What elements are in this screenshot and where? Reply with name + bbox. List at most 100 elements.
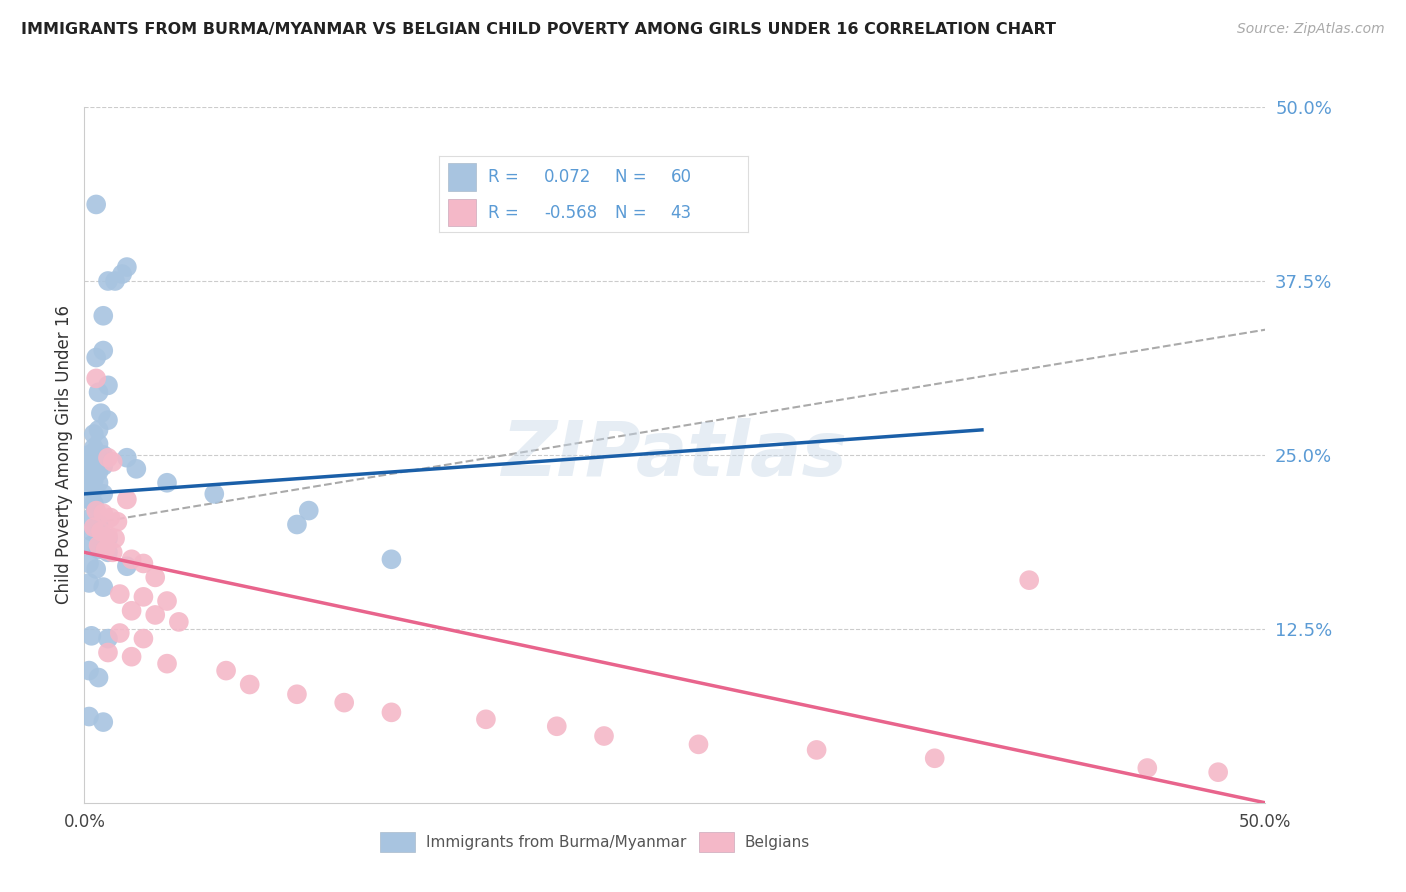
Point [104,532,127,546]
Point [101,545,124,559]
Point [143,570,166,584]
Text: -0.568: -0.568 [544,203,598,221]
Text: 0.072: 0.072 [544,168,591,186]
Point [97,632,120,646]
Point [87,671,110,685]
Point [77,664,100,678]
Point [167,615,190,629]
Point [97,532,120,546]
Point [83,520,105,534]
Point [298,503,321,517]
Point [115,450,138,465]
Point [132,632,155,646]
Point [91,507,114,521]
Point [924,751,946,765]
Point [91,458,114,473]
Text: IMMIGRANTS FROM BURMA/MYANMAR VS BELGIAN CHILD POVERTY AMONG GIRLS UNDER 16 CORR: IMMIGRANTS FROM BURMA/MYANMAR VS BELGIAN… [21,22,1056,37]
Point [1018,573,1040,587]
Point [84,351,107,365]
Point [83,497,105,511]
Point [475,712,498,726]
Point [132,557,155,571]
Point [333,696,356,710]
Point [87,423,110,437]
Point [77,557,100,571]
Point [83,427,105,442]
Text: N =: N = [614,168,652,186]
Text: Immigrants from Burma/Myanmar: Immigrants from Burma/Myanmar [426,835,686,849]
Point [84,562,107,576]
Point [121,649,143,664]
Point [593,729,616,743]
Point [285,517,308,532]
Point [108,626,131,640]
Point [101,455,124,469]
Point [546,719,568,733]
Point [104,274,127,288]
Point [83,473,105,487]
Point [90,528,112,542]
Point [115,559,138,574]
Point [77,709,100,723]
Point [97,528,120,542]
Point [91,715,114,730]
Point [115,260,138,274]
Point [91,448,114,462]
Point [77,458,100,473]
Point [97,413,120,427]
Point [80,524,103,539]
Point [156,475,179,490]
Point [84,503,107,517]
Point [98,510,121,524]
Point [91,580,114,594]
Point [97,545,120,559]
Point [285,687,308,701]
Point [107,515,129,529]
Point [83,441,105,455]
Text: 43: 43 [671,203,692,221]
Point [115,492,138,507]
Point [84,197,107,211]
Point [84,371,107,385]
Point [125,462,148,476]
Point [87,465,110,479]
Point [1206,765,1229,780]
Point [97,450,120,465]
Point [87,517,110,532]
Point [380,552,402,566]
Point [90,524,112,539]
Text: R =: R = [488,168,524,186]
Point [87,450,110,465]
Text: Belgians: Belgians [745,835,810,849]
Point [83,462,105,476]
Point [77,448,100,462]
Point [87,475,110,490]
Point [97,378,120,392]
Point [215,664,238,678]
Point [97,274,120,288]
Point [87,538,110,552]
Point [91,309,114,323]
FancyBboxPatch shape [449,163,475,191]
Point [380,706,402,720]
Point [87,542,110,557]
Point [83,483,105,497]
Point [156,657,179,671]
Point [108,587,131,601]
Point [132,590,155,604]
Point [77,492,100,507]
Point [80,510,103,524]
Text: 60: 60 [671,168,692,186]
Point [239,677,262,691]
Point [156,594,179,608]
Y-axis label: Child Poverty Among Girls Under 16: Child Poverty Among Girls Under 16 [55,305,73,605]
Point [80,538,103,552]
Point [121,604,143,618]
Point [77,576,100,591]
Point [87,437,110,451]
Point [91,343,114,358]
Point [91,487,114,501]
Point [77,478,100,492]
Text: R =: R = [488,203,524,221]
Point [202,487,225,501]
